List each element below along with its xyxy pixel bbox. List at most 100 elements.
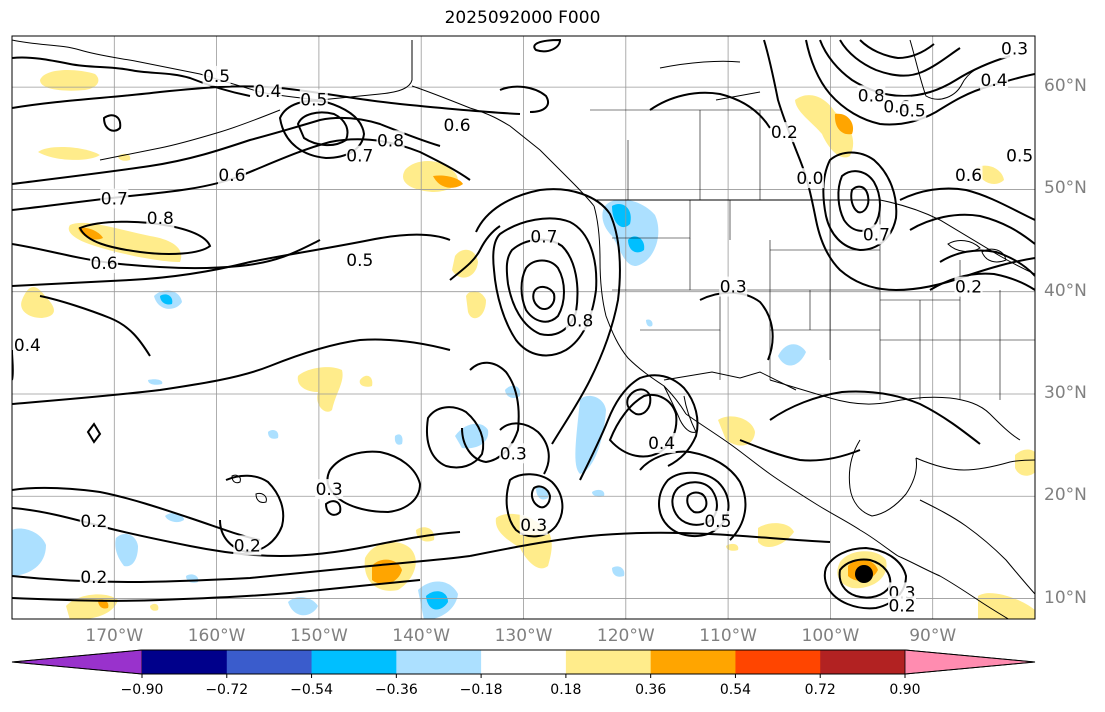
negative-patch [160, 294, 173, 305]
contour-label: 0.7 [530, 227, 557, 247]
contour-label: 0.5 [899, 102, 926, 122]
colorbar-segment [396, 650, 482, 674]
colorbar-segment [142, 650, 228, 674]
contour-line [39, 295, 151, 357]
contour-label-background [315, 479, 344, 500]
contour-line [499, 85, 549, 113]
contour-label: 0.5 [203, 67, 230, 87]
contour-label: 0.7 [863, 225, 890, 245]
latitude-label: 40°N [1044, 280, 1087, 301]
positive-patch [718, 416, 755, 446]
longitude-label: 90°W [909, 626, 957, 646]
lake-outline [715, 91, 761, 101]
coastline-gulf [848, 439, 917, 517]
positive-patch [40, 70, 99, 91]
contour-line [769, 390, 981, 445]
longitude-label: 160°W [187, 626, 246, 646]
contour-label: 0.8 [858, 86, 885, 106]
coastline-us-west [593, 205, 687, 415]
colorbar-tick-label: −0.36 [374, 682, 418, 698]
contour-line [492, 217, 598, 357]
latitude-label: 10°N [1044, 587, 1087, 608]
negative-patch [778, 344, 806, 366]
negative-patch [268, 430, 279, 439]
contour-line [499, 422, 550, 475]
negative-patch [575, 395, 606, 474]
contour-line [505, 238, 579, 336]
contour-label-background [345, 249, 374, 270]
longitude-label: 150°W [290, 626, 348, 646]
contour-label-background [529, 226, 558, 247]
contour-label: 0.5 [300, 90, 327, 110]
contour-label: 0.2 [771, 123, 798, 143]
positive-patch [758, 523, 794, 547]
colorbar-segment [650, 650, 736, 674]
contour-label-background [299, 89, 328, 110]
border-us-canada [596, 199, 1035, 275]
contour-label-background [79, 567, 108, 588]
contour-label: 0.8 [147, 209, 174, 229]
contour-label: 0.3 [500, 444, 527, 464]
contour-label: 0.5 [704, 512, 731, 532]
contour-label-background [954, 165, 983, 186]
contour-label-background [443, 114, 472, 135]
storm-center-dot [855, 565, 873, 583]
contour-line [739, 439, 861, 462]
contour-line [520, 259, 565, 323]
positive-patch [359, 375, 373, 387]
contour-label: 0.5 [1006, 147, 1033, 167]
positive-patch [21, 286, 55, 318]
contour-label: 0.4 [648, 434, 675, 454]
contour-line [649, 91, 771, 129]
latitude-label: 50°N [1044, 178, 1087, 199]
contour-label: 0.2 [80, 568, 107, 588]
contour-line [461, 361, 520, 464]
positive-patch [98, 599, 109, 609]
contour-label: 0.3 [1001, 39, 1028, 59]
contour-label: 0.4 [981, 71, 1008, 91]
colorbar-segment [735, 650, 821, 674]
contour-label-background [90, 253, 119, 274]
negative-patch [426, 591, 448, 610]
contour-label: 0.3 [520, 516, 547, 536]
contour-line [533, 38, 562, 53]
contour-line [532, 286, 556, 310]
contour-label-background [100, 188, 129, 209]
contour-line [909, 213, 1035, 245]
contour-label-background [888, 595, 917, 616]
negative-patch [288, 597, 318, 616]
contour-label: 0.8 [566, 311, 593, 331]
contour-label-background [376, 130, 405, 151]
border-us-mexico [663, 371, 797, 391]
contour-labels: 0.5 0.4 0.5 0.6 0.8 0.7 0.6 0.7 0.8 0.6 0.5 0.7 0.8 0… [13, 38, 1034, 617]
contour-label-background [980, 69, 1009, 90]
shaded-anomaly-field [12, 70, 1035, 619]
colorbar-segment [311, 650, 397, 674]
contour-label: 0.6 [91, 254, 118, 274]
contour-line [78, 220, 212, 255]
contour-label: 0.2 [80, 512, 107, 532]
contour-label: 0.7 [346, 147, 373, 167]
colorbar [11, 649, 1036, 678]
contour-label-background [233, 535, 262, 556]
storm-center-marker [855, 565, 873, 583]
coastline-hudson-bay [659, 60, 741, 69]
contour-line [579, 374, 699, 481]
contour-line [12, 233, 451, 287]
longitude-label: 110°W [699, 626, 757, 646]
contour-label: 0.6 [218, 166, 245, 186]
colorbar-tick-label: 0.54 [719, 682, 752, 698]
negative-patch [115, 533, 138, 567]
longitude-label: 130°W [494, 626, 553, 646]
contour-line [819, 39, 1011, 98]
latitude-label: 60°N [1044, 76, 1087, 97]
colorbar-tick-label: −0.54 [290, 682, 333, 698]
contour-label: 0.6 [443, 116, 470, 136]
contour-line [296, 111, 349, 146]
contour-line [839, 39, 961, 77]
contour-label: 0.2 [888, 597, 915, 617]
contour-label-background [345, 145, 374, 166]
positive-patch [452, 249, 478, 278]
contour-line [449, 225, 501, 281]
contour-line [850, 185, 870, 214]
